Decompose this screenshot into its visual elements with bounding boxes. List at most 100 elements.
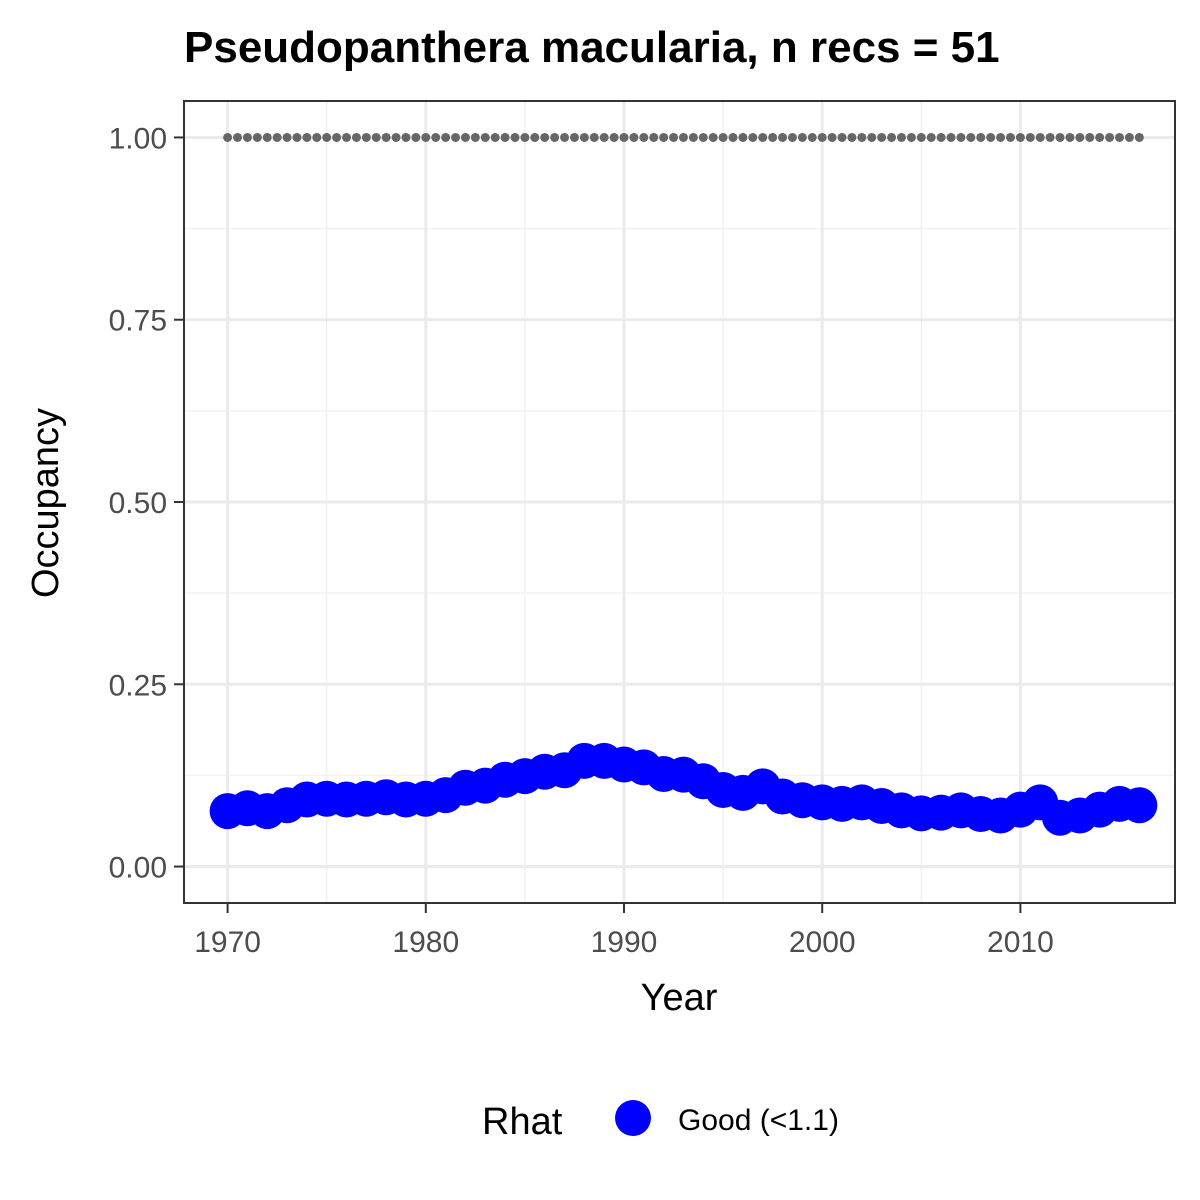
upper-bound-dot [609, 132, 619, 142]
upper-bound-point [1055, 132, 1065, 142]
upper-bound-point [619, 132, 629, 142]
upper-bound-dot [787, 132, 797, 142]
upper-bound-dot [490, 132, 500, 142]
upper-bound-dot [1065, 132, 1075, 142]
upper-bound-dot [510, 132, 520, 142]
upper-bound-dotted-series [223, 132, 1144, 142]
upper-bound-point [738, 132, 748, 142]
upper-bound-point [500, 132, 510, 142]
upper-bound-dot [451, 132, 461, 142]
x-axis-title: Year [641, 977, 718, 1019]
upper-bound-point [797, 132, 807, 142]
upper-bound-dot [847, 132, 857, 142]
upper-bound-point [460, 132, 470, 142]
upper-bound-point [916, 132, 926, 142]
upper-bound-point [956, 132, 966, 142]
legend-label-good: Good (<1.1) [678, 1104, 839, 1137]
upper-bound-dot [1085, 132, 1095, 142]
chart-title: Pseudopanthera macularia, n recs = 51 [184, 23, 1000, 72]
y-tick-label: 0.50 [109, 487, 167, 520]
upper-bound-point [242, 132, 252, 142]
upper-bound-dot [728, 132, 738, 142]
upper-bound-point [441, 132, 451, 142]
upper-bound-point [322, 132, 332, 142]
upper-bound-point [659, 132, 669, 142]
upper-bound-point [401, 132, 411, 142]
upper-bound-point [639, 132, 649, 142]
upper-bound-dot [272, 132, 282, 142]
upper-bound-point [421, 132, 431, 142]
upper-bound-dot [1025, 132, 1035, 142]
x-tick-label: 2000 [789, 926, 856, 959]
upper-bound-dot [1105, 132, 1115, 142]
upper-bound-dot [371, 132, 381, 142]
occupancy-point [1121, 787, 1158, 824]
upper-bound-dot [986, 132, 996, 142]
y-axis-title: Occupancy [25, 408, 67, 598]
upper-bound-point [1115, 132, 1125, 142]
legend-swatch-good [615, 1100, 651, 1136]
upper-bound-dot [589, 132, 599, 142]
upper-bound-point [599, 132, 609, 142]
upper-bound-point [1015, 132, 1025, 142]
x-axis: 1970 1980 1990 2000 2010 [194, 903, 1054, 959]
y-tick-label: 0.00 [109, 852, 167, 885]
upper-bound-point [1035, 132, 1045, 142]
legend: Rhat Good (<1.1) [482, 1100, 839, 1143]
upper-bound-point [758, 132, 768, 142]
upper-bound-point [817, 132, 827, 142]
upper-bound-dot [669, 132, 679, 142]
upper-bound-point [996, 132, 1006, 142]
upper-bound-dot [926, 132, 936, 142]
upper-bound-point [857, 132, 867, 142]
upper-bound-point [342, 132, 352, 142]
upper-bound-point [540, 132, 550, 142]
upper-bound-dot [569, 132, 579, 142]
x-tick-label: 1980 [392, 926, 459, 959]
upper-bound-dot [470, 132, 480, 142]
upper-bound-dot [748, 132, 758, 142]
upper-bound-dot [1124, 132, 1134, 142]
upper-bound-point [520, 132, 530, 142]
upper-bound-point [778, 132, 788, 142]
upper-bound-dot [629, 132, 639, 142]
upper-bound-dot [906, 132, 916, 142]
upper-bound-dot [233, 132, 243, 142]
upper-bound-point [262, 132, 272, 142]
upper-bound-dot [688, 132, 698, 142]
upper-bound-dot [292, 132, 302, 142]
upper-bound-dot [768, 132, 778, 142]
x-tick-label: 1990 [591, 926, 658, 959]
upper-bound-point [976, 132, 986, 142]
x-tick-label: 1970 [194, 926, 261, 959]
x-tick-label: 2010 [987, 926, 1054, 959]
upper-bound-dot [867, 132, 877, 142]
upper-bound-point [1134, 132, 1144, 142]
upper-bound-point [896, 132, 906, 142]
y-axis: 0.00 0.25 0.50 0.75 1.00 [109, 122, 184, 885]
upper-bound-dot [411, 132, 421, 142]
upper-bound-dot [332, 132, 342, 142]
upper-bound-point [560, 132, 570, 142]
upper-bound-dot [827, 132, 837, 142]
upper-bound-dot [807, 132, 817, 142]
upper-bound-dot [887, 132, 897, 142]
y-tick-label: 1.00 [109, 122, 167, 155]
upper-bound-dot [708, 132, 718, 142]
upper-bound-point [361, 132, 371, 142]
upper-bound-point [678, 132, 688, 142]
upper-bound-point [1095, 132, 1105, 142]
upper-bound-point [698, 132, 708, 142]
y-tick-label: 0.25 [109, 669, 167, 702]
upper-bound-dot [649, 132, 659, 142]
upper-bound-dot [946, 132, 956, 142]
upper-bound-dot [431, 132, 441, 142]
upper-bound-point [381, 132, 391, 142]
upper-bound-point [837, 132, 847, 142]
upper-bound-dot [966, 132, 976, 142]
upper-bound-point [718, 132, 728, 142]
upper-bound-point [877, 132, 887, 142]
upper-bound-point [1075, 132, 1085, 142]
occupancy-series [209, 742, 1158, 836]
